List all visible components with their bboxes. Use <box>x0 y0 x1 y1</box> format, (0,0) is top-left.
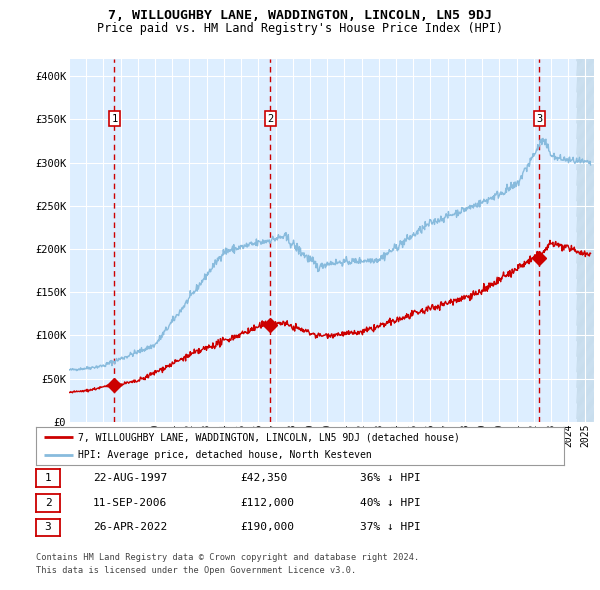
Text: 7, WILLOUGHBY LANE, WADDINGTON, LINCOLN, LN5 9DJ: 7, WILLOUGHBY LANE, WADDINGTON, LINCOLN,… <box>108 9 492 22</box>
Text: 2: 2 <box>44 498 52 507</box>
Text: Price paid vs. HM Land Registry's House Price Index (HPI): Price paid vs. HM Land Registry's House … <box>97 22 503 35</box>
Text: 1: 1 <box>44 473 52 483</box>
Text: £112,000: £112,000 <box>240 498 294 507</box>
Text: 37% ↓ HPI: 37% ↓ HPI <box>360 523 421 532</box>
Text: 11-SEP-2006: 11-SEP-2006 <box>93 498 167 507</box>
Text: 40% ↓ HPI: 40% ↓ HPI <box>360 498 421 507</box>
Text: This data is licensed under the Open Government Licence v3.0.: This data is licensed under the Open Gov… <box>36 566 356 575</box>
Text: 2: 2 <box>267 114 274 124</box>
Text: £190,000: £190,000 <box>240 523 294 532</box>
Text: 3: 3 <box>44 523 52 532</box>
Text: HPI: Average price, detached house, North Kesteven: HPI: Average price, detached house, Nort… <box>78 450 372 460</box>
Text: 22-AUG-1997: 22-AUG-1997 <box>93 473 167 483</box>
Text: 7, WILLOUGHBY LANE, WADDINGTON, LINCOLN, LN5 9DJ (detached house): 7, WILLOUGHBY LANE, WADDINGTON, LINCOLN,… <box>78 432 460 442</box>
Text: Contains HM Land Registry data © Crown copyright and database right 2024.: Contains HM Land Registry data © Crown c… <box>36 553 419 562</box>
Text: £42,350: £42,350 <box>240 473 287 483</box>
Polygon shape <box>577 59 594 422</box>
Text: 26-APR-2022: 26-APR-2022 <box>93 523 167 532</box>
Text: 1: 1 <box>112 114 118 124</box>
Text: 3: 3 <box>536 114 542 124</box>
Text: 36% ↓ HPI: 36% ↓ HPI <box>360 473 421 483</box>
